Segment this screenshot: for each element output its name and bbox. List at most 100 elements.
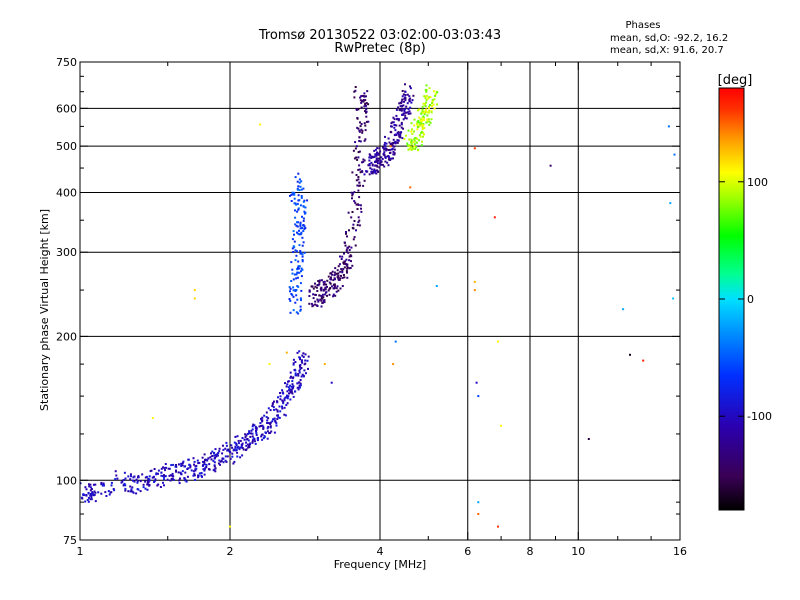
data-point — [304, 206, 307, 209]
data-point — [328, 288, 331, 291]
data-point — [332, 293, 335, 296]
data-point — [221, 457, 224, 460]
data-point — [336, 275, 339, 278]
data-point — [406, 102, 409, 105]
data-point — [302, 374, 305, 377]
data-point — [295, 254, 298, 257]
data-point — [359, 204, 362, 207]
data-point — [235, 444, 238, 447]
data-point — [299, 250, 302, 252]
data-point — [383, 141, 386, 144]
data-point — [193, 460, 196, 463]
data-point — [296, 210, 299, 213]
data-point — [298, 229, 300, 232]
data-point — [287, 380, 289, 383]
data-point — [196, 459, 199, 462]
data-point — [409, 186, 412, 189]
data-point — [261, 419, 264, 422]
data-point — [302, 200, 305, 203]
data-point — [289, 290, 291, 293]
data-point — [399, 132, 402, 135]
data-point — [319, 298, 322, 301]
data-point — [398, 108, 401, 111]
data-point — [356, 158, 359, 161]
data-point — [332, 287, 335, 290]
data-point — [393, 124, 396, 126]
data-point — [285, 396, 288, 399]
data-point — [300, 360, 303, 363]
data-point — [294, 289, 297, 292]
x-axis-label: Frequency [MHz] — [334, 558, 426, 571]
data-point — [221, 452, 224, 455]
data-point — [405, 105, 408, 108]
data-point — [288, 298, 291, 301]
data-point — [289, 371, 292, 374]
data-point — [316, 305, 319, 307]
x-tick-label: 10 — [571, 545, 585, 558]
data-point — [279, 392, 281, 394]
data-point — [406, 142, 409, 145]
data-point — [90, 488, 93, 490]
data-point — [392, 157, 394, 160]
data-point — [400, 107, 403, 110]
data-point — [266, 419, 269, 422]
data-point — [275, 408, 278, 411]
data-point — [356, 184, 359, 187]
data-point — [330, 381, 333, 384]
data-point — [271, 403, 274, 406]
data-point — [290, 293, 293, 295]
data-point — [407, 145, 410, 148]
data-point — [297, 388, 300, 391]
data-point — [336, 272, 338, 275]
data-point — [368, 173, 371, 176]
data-point — [219, 463, 221, 466]
data-point — [253, 424, 256, 427]
data-point — [389, 130, 392, 133]
data-point — [303, 369, 306, 372]
data-point — [329, 272, 332, 275]
data-point — [384, 156, 387, 159]
data-point — [145, 475, 148, 478]
data-point — [406, 111, 409, 114]
data-point — [358, 196, 361, 199]
data-point — [123, 471, 126, 474]
data-point — [135, 478, 138, 481]
data-point — [424, 96, 427, 99]
data-point — [391, 121, 394, 124]
data-point — [358, 129, 361, 132]
data-point — [339, 287, 342, 290]
data-point — [300, 367, 303, 369]
data-point — [300, 231, 303, 234]
data-point — [370, 168, 373, 171]
data-point — [333, 274, 336, 277]
data-point — [376, 162, 379, 165]
data-point — [144, 487, 147, 490]
data-point — [410, 130, 413, 133]
data-point — [392, 142, 394, 145]
data-point — [410, 142, 413, 145]
data-point — [359, 96, 362, 99]
data-point — [300, 196, 303, 199]
data-point — [163, 484, 165, 487]
data-point — [320, 299, 323, 302]
data-point — [424, 95, 427, 98]
data-point — [328, 293, 331, 296]
data-point — [345, 258, 348, 261]
data-point — [214, 456, 216, 459]
data-point — [320, 305, 323, 308]
data-point — [401, 95, 404, 98]
data-point — [353, 200, 356, 203]
data-point — [365, 107, 368, 110]
data-point — [388, 158, 390, 161]
data-point — [477, 395, 480, 398]
data-point — [378, 162, 381, 165]
data-point — [302, 352, 305, 355]
data-point — [294, 176, 297, 179]
data-point — [275, 400, 278, 403]
data-point — [363, 139, 366, 142]
data-point — [322, 289, 325, 292]
data-point — [339, 277, 342, 280]
data-point — [291, 268, 294, 271]
data-point — [425, 90, 428, 93]
